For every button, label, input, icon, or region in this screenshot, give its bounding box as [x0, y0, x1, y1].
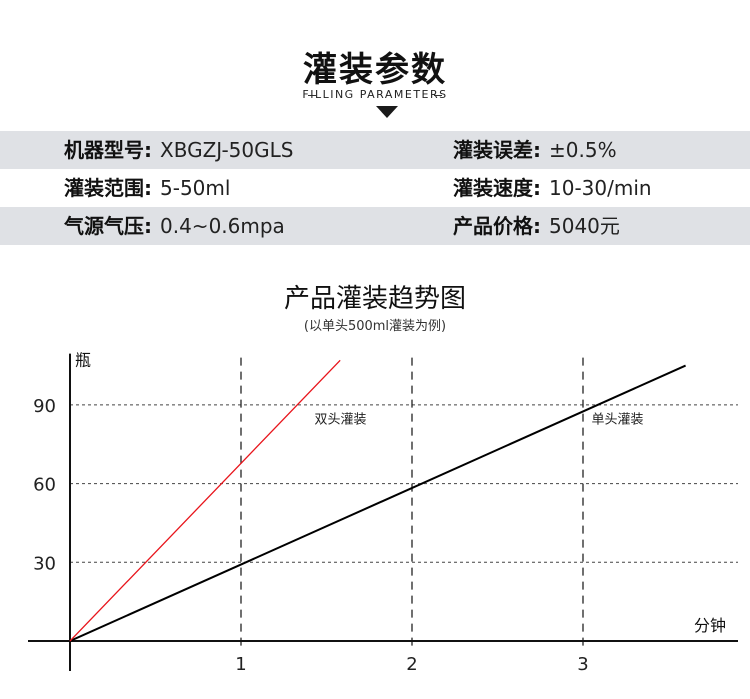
subtitle-rule-right — [434, 95, 442, 96]
param-value: 5-50ml — [160, 176, 231, 200]
param-label: 灌装速度: — [453, 176, 541, 200]
param-value: 5040元 — [549, 214, 620, 238]
param-row: 气源气压: 0.4~0.6mpa 产品价格: 5040元 — [0, 207, 750, 245]
param-cell: 灌装速度: 10-30/min — [453, 169, 652, 207]
param-label: 产品价格: — [453, 214, 541, 238]
series-label: 双头灌装 — [315, 412, 367, 427]
param-value: XBGZJ-50GLS — [160, 138, 294, 162]
param-label: 气源气压: — [64, 214, 152, 238]
parameter-table: 机器型号: XBGZJ-50GLS 灌装误差: ±0.5% 灌装范围: 5-50ml … — [0, 131, 750, 245]
param-value: ±0.5% — [549, 138, 617, 162]
x-tick-label: 2 — [406, 654, 417, 675]
param-row: 机器型号: XBGZJ-50GLS 灌装误差: ±0.5% — [0, 131, 750, 169]
x-axis-label: 分钟 — [694, 616, 726, 635]
param-value: 0.4~0.6mpa — [160, 214, 285, 238]
param-label: 灌装误差: — [453, 138, 541, 162]
x-tick-label: 1 — [235, 654, 246, 675]
down-triangle-icon — [376, 106, 398, 118]
subtitle-rule-left — [308, 95, 316, 96]
param-value: 10-30/min — [549, 176, 652, 200]
header: 灌装参数 FILLING PARAMETERS — [0, 0, 750, 130]
param-cell: 灌装范围: 5-50ml — [64, 169, 230, 207]
page-title: 灌装参数 — [303, 50, 447, 90]
chart-subtitle: (以单头500ml灌装为例) — [303, 319, 447, 334]
param-cell: 产品价格: 5040元 — [453, 207, 620, 245]
page-subtitle: FILLING PARAMETERS — [302, 88, 448, 101]
series-line — [69, 359, 341, 642]
chart-title: 产品灌装趋势图 — [283, 284, 466, 314]
param-label: 灌装范围: — [64, 176, 152, 200]
param-label: 机器型号: — [64, 138, 152, 162]
y-tick-label: 60 — [33, 475, 56, 496]
x-tick-label: 3 — [577, 654, 588, 675]
y-tick-label: 30 — [33, 553, 56, 574]
param-cell: 机器型号: XBGZJ-50GLS — [64, 131, 293, 169]
y-axis-label: 瓶 — [75, 351, 91, 370]
series-label: 单头灌装 — [592, 412, 644, 427]
y-tick-label: 90 — [33, 396, 56, 417]
param-row: 灌装范围: 5-50ml 灌装速度: 10-30/min — [0, 169, 750, 207]
param-cell: 灌装误差: ±0.5% — [453, 131, 617, 169]
series-line — [69, 364, 687, 642]
param-cell: 气源气压: 0.4~0.6mpa — [64, 207, 285, 245]
